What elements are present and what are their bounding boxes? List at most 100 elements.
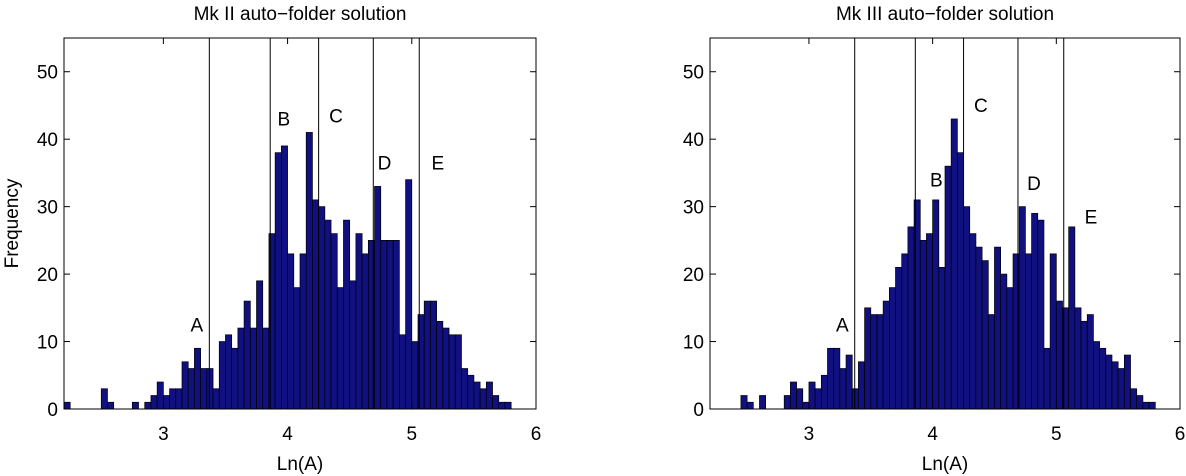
y-tick-label: 20 xyxy=(683,265,704,286)
x-tick-label: 3 xyxy=(804,424,815,445)
histogram-bar xyxy=(187,368,195,410)
histogram-bar xyxy=(833,347,841,410)
y-tick-label: 0 xyxy=(693,400,704,421)
histogram-bar xyxy=(467,374,475,410)
histogram-bar xyxy=(498,401,506,410)
histogram-bar xyxy=(1123,354,1131,410)
histogram-bar xyxy=(144,401,152,410)
x-tick-label: 3 xyxy=(158,424,169,445)
histogram-bar xyxy=(243,300,251,410)
histogram-bar xyxy=(1031,213,1039,410)
histogram-bar xyxy=(851,388,859,410)
histogram-bar xyxy=(1043,347,1051,410)
x-tick-label: 6 xyxy=(531,424,542,445)
histogram-bar xyxy=(981,260,989,410)
x-axis-label: Ln(A) xyxy=(922,454,968,475)
histogram-bar xyxy=(1068,226,1076,410)
histogram-bar xyxy=(1142,401,1150,410)
histogram-bar xyxy=(131,401,139,410)
histogram-bar xyxy=(1099,347,1107,410)
histogram-bar xyxy=(312,199,319,410)
histogram-bar xyxy=(1136,395,1144,410)
histogram-bar xyxy=(876,314,884,410)
region-label-e: E xyxy=(432,154,445,175)
histogram-bar xyxy=(485,381,493,410)
histogram-bar xyxy=(299,253,307,410)
histogram-bar xyxy=(864,307,872,410)
histogram-bar xyxy=(1049,253,1057,410)
histogram-bar xyxy=(938,266,946,410)
histogram-bar xyxy=(1018,206,1026,410)
histogram-bar xyxy=(411,341,419,410)
histogram-bar xyxy=(901,253,909,410)
y-tick-label: 40 xyxy=(37,130,58,151)
histogram-bar xyxy=(436,320,444,410)
histogram-bar xyxy=(430,300,437,410)
histogram-bar xyxy=(969,233,977,410)
histogram-bar xyxy=(361,253,369,410)
histogram-bar xyxy=(907,226,915,410)
histogram-bar xyxy=(349,280,357,410)
x-tick-label: 4 xyxy=(282,424,293,445)
x-tick-label: 6 xyxy=(1175,424,1186,445)
histogram-bar xyxy=(845,354,853,410)
histogram-bar xyxy=(324,219,332,410)
histogram-bar xyxy=(746,401,754,410)
histogram-bar xyxy=(392,240,400,410)
histogram-bar xyxy=(281,145,288,410)
y-tick-label: 40 xyxy=(683,130,704,151)
histogram-bar xyxy=(919,240,927,410)
histogram-bar xyxy=(473,381,481,410)
histogram-bar xyxy=(274,152,282,410)
histogram-bar xyxy=(808,381,816,410)
histogram-bar xyxy=(181,361,189,410)
histogram-bar xyxy=(156,381,164,410)
region-label-e: E xyxy=(1085,208,1098,229)
histogram-bar xyxy=(1086,314,1094,410)
histogram-bar xyxy=(1037,219,1045,410)
histogram-bar xyxy=(1055,300,1063,410)
region-label-c: C xyxy=(329,106,343,127)
histogram-bar xyxy=(957,152,964,410)
histogram-bar xyxy=(262,327,270,410)
histogram-bar xyxy=(249,327,257,410)
histogram-bar xyxy=(1105,354,1113,410)
histogram-bar xyxy=(343,219,351,410)
chart-title: Mk III auto−folder solution xyxy=(836,4,1054,25)
histogram-bar xyxy=(206,368,214,410)
region-label-a: A xyxy=(191,315,204,336)
histogram-bar xyxy=(740,395,748,410)
histogram-bar xyxy=(287,253,295,410)
histogram-bar xyxy=(336,287,344,410)
region-label-c: C xyxy=(974,96,988,117)
histogram-bar xyxy=(950,118,958,410)
y-tick-label: 0 xyxy=(47,400,58,421)
histogram-bar xyxy=(405,179,413,410)
histogram-bar xyxy=(454,334,462,410)
histogram-bar xyxy=(237,327,245,410)
histogram-bar xyxy=(442,327,450,410)
histogram-bar xyxy=(783,395,791,410)
histogram-bar xyxy=(504,401,512,410)
y-tick-label: 50 xyxy=(683,63,704,84)
axes-frame xyxy=(709,37,1181,410)
histogram-bar xyxy=(231,347,239,410)
y-tick-label: 30 xyxy=(683,198,704,219)
region-label-b: B xyxy=(278,110,291,131)
histogram-bar xyxy=(932,199,940,410)
x-tick-label: 5 xyxy=(1051,424,1062,445)
histogram-bar xyxy=(355,233,363,410)
histogram-bar xyxy=(994,246,1002,410)
y-tick-label: 10 xyxy=(37,333,58,354)
region-label-d: D xyxy=(378,154,392,175)
y-tick-label: 20 xyxy=(37,265,58,286)
histogram-bar xyxy=(386,240,394,410)
histogram-bar xyxy=(888,287,896,410)
histogram-bar xyxy=(330,233,338,410)
histogram-bar xyxy=(1130,388,1138,410)
histogram-bar xyxy=(1080,320,1088,410)
histogram-bar xyxy=(820,374,828,410)
histogram-bar xyxy=(759,395,767,410)
histogram-bar xyxy=(169,388,177,410)
